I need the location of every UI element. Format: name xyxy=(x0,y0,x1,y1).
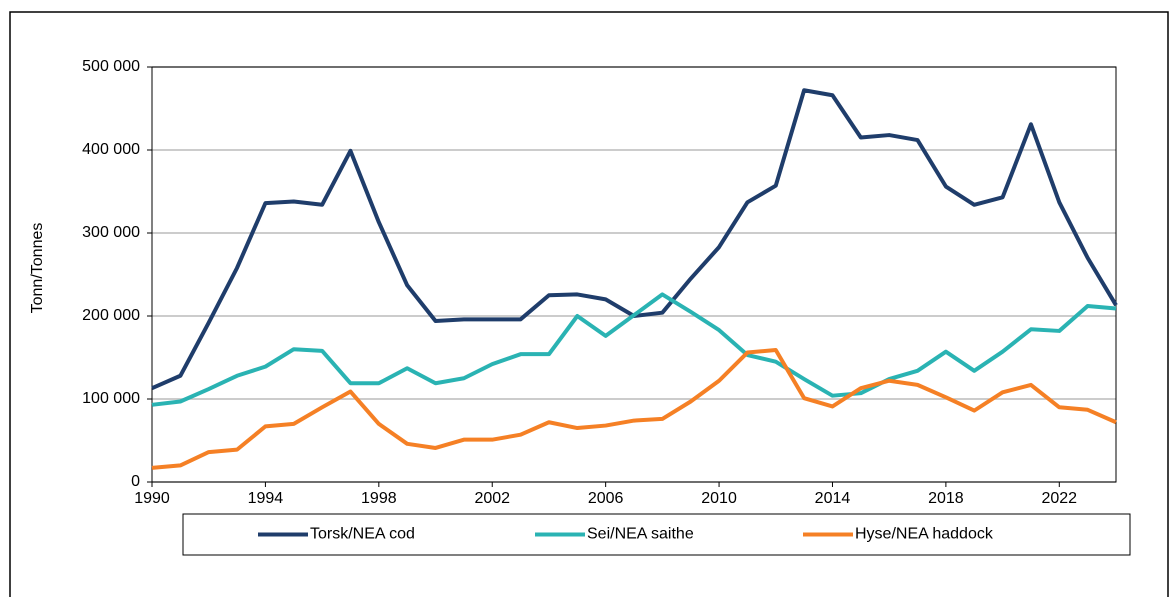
x-tick-label: 2014 xyxy=(815,490,851,507)
y-tick-label: 300 000 xyxy=(82,224,140,241)
legend-label: Sei/NEA saithe xyxy=(587,526,694,543)
y-tick-label: 0 xyxy=(131,473,140,490)
y-tick-label: 400 000 xyxy=(82,141,140,158)
y-tick-label: 200 000 xyxy=(82,307,140,324)
x-tick-label: 2002 xyxy=(474,490,510,507)
y-tick-label: 100 000 xyxy=(82,390,140,407)
x-tick-label: 2022 xyxy=(1041,490,1077,507)
x-tick-label: 2018 xyxy=(928,490,964,507)
y-axis-label: Tonn/Tonnes xyxy=(29,223,46,314)
series-line xyxy=(151,348,1117,470)
x-tick-label: 1994 xyxy=(248,490,284,507)
y-tick-label: 500 000 xyxy=(82,58,140,75)
legend-label: Torsk/NEA cod xyxy=(310,526,415,543)
x-tick-label: 2010 xyxy=(701,490,737,507)
legend-label: Hyse/NEA haddock xyxy=(855,526,994,543)
series-line xyxy=(151,292,1117,407)
chart-frame xyxy=(9,11,1169,597)
plot-frame xyxy=(151,66,1117,483)
x-tick-label: 1998 xyxy=(361,490,397,507)
x-tick-label: 1990 xyxy=(134,490,170,507)
x-tick-label: 2006 xyxy=(588,490,624,507)
legend-box xyxy=(182,513,1131,556)
